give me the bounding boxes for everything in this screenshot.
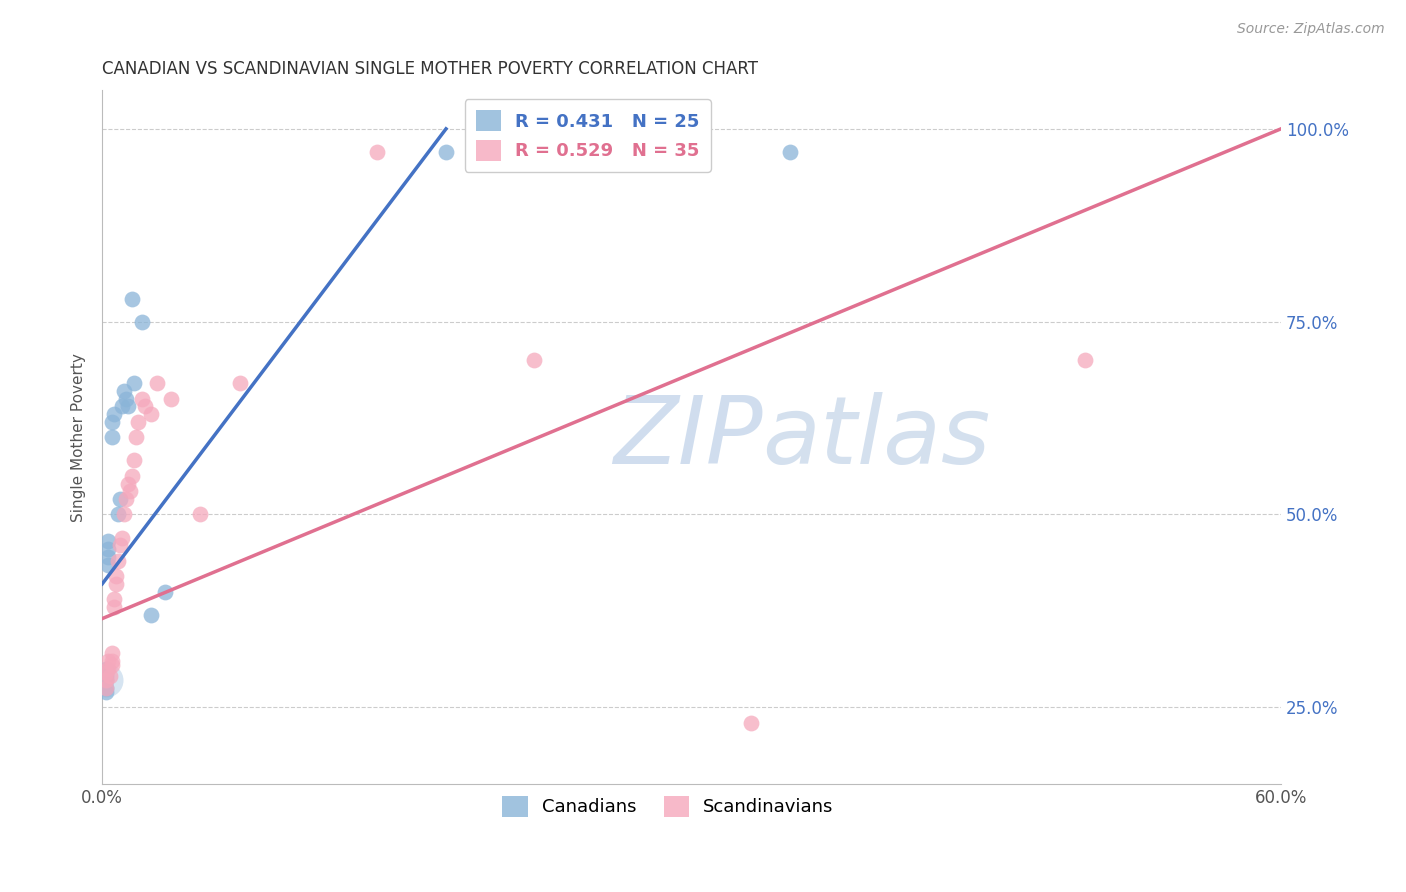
Point bbox=[94, 662, 117, 676]
Point bbox=[112, 508, 135, 522]
Point bbox=[434, 145, 457, 159]
Point bbox=[97, 654, 120, 668]
Point bbox=[103, 600, 125, 615]
Point bbox=[740, 715, 762, 730]
Point bbox=[94, 685, 117, 699]
Y-axis label: Single Mother Poverty: Single Mother Poverty bbox=[72, 353, 86, 522]
Point bbox=[94, 669, 117, 683]
Point bbox=[103, 592, 125, 607]
Point bbox=[101, 430, 124, 444]
Point bbox=[141, 407, 163, 421]
Point bbox=[108, 491, 131, 506]
Point bbox=[117, 400, 139, 414]
Point bbox=[134, 400, 156, 414]
Point bbox=[101, 646, 124, 660]
Text: atlas: atlas bbox=[762, 392, 991, 483]
Point bbox=[1073, 353, 1095, 368]
Point bbox=[127, 415, 149, 429]
Point bbox=[122, 453, 145, 467]
Point bbox=[107, 554, 129, 568]
Point bbox=[98, 669, 121, 683]
Legend: Canadians, Scandinavians: Canadians, Scandinavians bbox=[495, 789, 841, 824]
Point bbox=[94, 673, 117, 688]
Point bbox=[104, 577, 127, 591]
Point bbox=[366, 145, 388, 159]
Point bbox=[122, 376, 145, 391]
Point bbox=[101, 657, 124, 672]
Point bbox=[94, 681, 117, 695]
Point bbox=[121, 292, 143, 306]
Point bbox=[121, 469, 143, 483]
Point bbox=[101, 654, 124, 668]
Point bbox=[131, 392, 153, 406]
Point bbox=[101, 415, 124, 429]
Point bbox=[104, 569, 127, 583]
Point bbox=[118, 484, 141, 499]
Point bbox=[97, 558, 120, 572]
Point bbox=[114, 491, 136, 506]
Point bbox=[124, 430, 146, 444]
Point bbox=[97, 534, 120, 549]
Point bbox=[523, 353, 546, 368]
Point bbox=[153, 584, 176, 599]
Point bbox=[779, 145, 801, 159]
Point bbox=[97, 542, 120, 557]
Point bbox=[146, 376, 169, 391]
Point bbox=[97, 549, 120, 564]
Text: Source: ZipAtlas.com: Source: ZipAtlas.com bbox=[1237, 22, 1385, 37]
Point bbox=[117, 476, 139, 491]
Point bbox=[94, 681, 117, 695]
Point bbox=[97, 662, 120, 676]
Text: CANADIAN VS SCANDINAVIAN SINGLE MOTHER POVERTY CORRELATION CHART: CANADIAN VS SCANDINAVIAN SINGLE MOTHER P… bbox=[103, 60, 758, 78]
Point bbox=[229, 376, 252, 391]
Point bbox=[131, 315, 153, 329]
Point bbox=[103, 407, 125, 421]
Point bbox=[111, 531, 134, 545]
Point bbox=[107, 508, 129, 522]
Point bbox=[94, 673, 117, 688]
Point bbox=[111, 400, 134, 414]
Point bbox=[94, 665, 117, 680]
Point bbox=[141, 607, 163, 622]
Point bbox=[160, 392, 183, 406]
Point bbox=[114, 392, 136, 406]
Point bbox=[112, 384, 135, 398]
Text: ZIP: ZIP bbox=[613, 392, 762, 483]
Point bbox=[94, 673, 117, 688]
Point bbox=[108, 538, 131, 552]
Point bbox=[190, 508, 212, 522]
